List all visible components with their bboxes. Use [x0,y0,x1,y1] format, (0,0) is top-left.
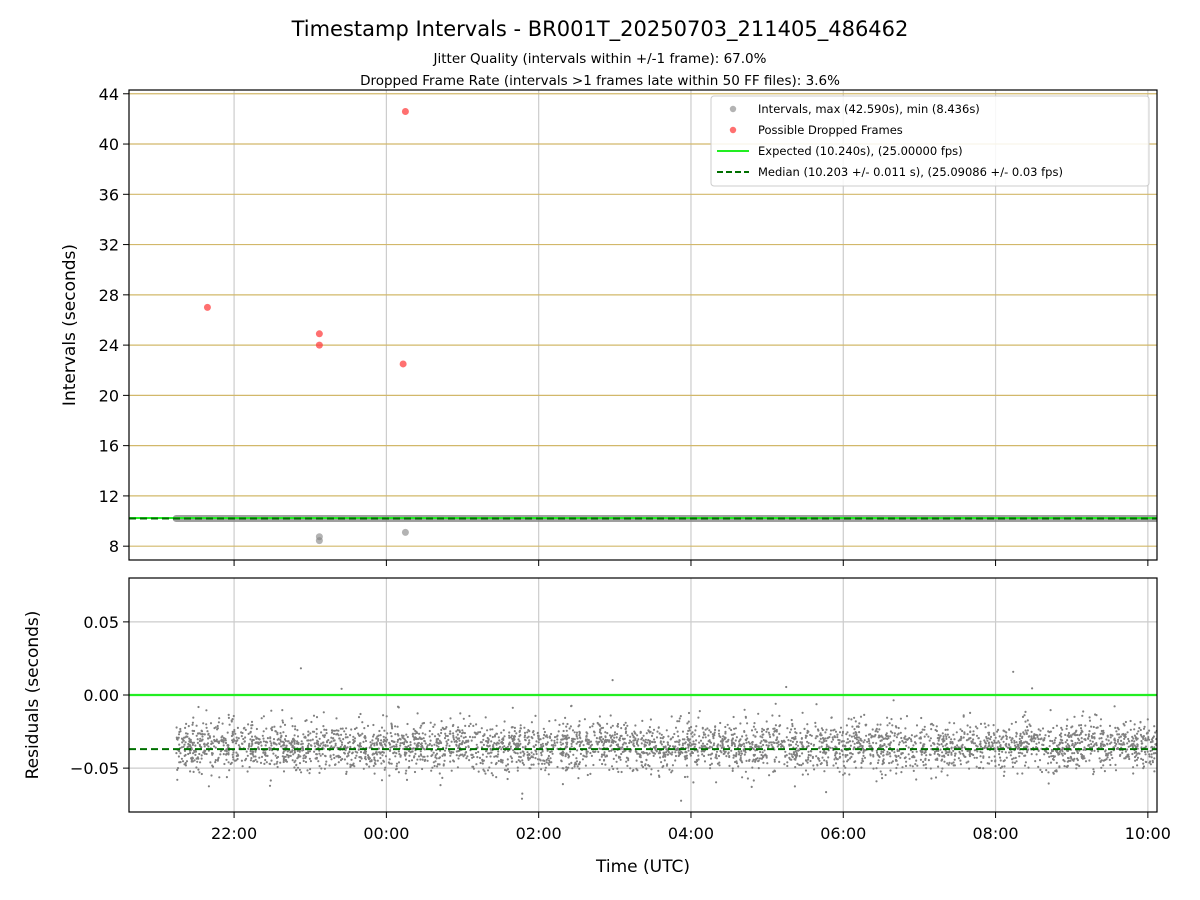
legend-marker-intervals [729,105,737,113]
residuals-plot: 22:00 00:00 02:00 04:00 06:00 08:00 10:00 0.05 0… [70,577,1171,843]
residuals-ytick-label: 0.00 [83,686,119,705]
residuals-xtick-label: 22:00 [211,824,257,843]
residuals-plot-area [129,667,1157,802]
residuals-xtick-label: 04:00 [668,824,714,843]
chart-title: Timestamp Intervals - BR001T_20250703_21… [291,17,909,42]
residuals-xtick-label: 08:00 [973,824,1019,843]
legend-entry: Possible Dropped Frames [758,123,903,137]
intervals-ytick-label: 12 [99,487,119,506]
intervals-axes-frame [128,89,1158,561]
dropped-frame-point [315,330,323,338]
intervals-ytick-label: 36 [99,185,119,204]
x-axis-label: Time (UTC) [595,857,690,877]
intervals-ytick-label: 32 [99,236,119,255]
chart-subtitle-dropped: Dropped Frame Rate (intervals >1 frames … [360,73,840,89]
intervals-ytick-label: 40 [99,135,119,154]
interval-point [315,533,323,541]
legend: Intervals, max (42.590s), min (8.436s) Po… [710,95,1150,187]
residuals-xtick-label: 00:00 [363,824,409,843]
intervals-ytick-label: 24 [99,336,119,355]
chart-subtitle-jitter: Jitter Quality (intervals within +/-1 fr… [433,51,767,67]
intervals-plot-area [129,107,1157,545]
intervals-ytick-label: 16 [99,437,119,456]
residuals-xtick-label: 06:00 [820,824,866,843]
residuals-ytick-label: 0.05 [83,613,119,632]
legend-box [710,95,1150,187]
legend-marker-dropped [729,126,737,134]
residuals-axes-frame [128,577,1158,813]
residuals-xtick-label: 10:00 [1125,824,1171,843]
dropped-frame-point [399,360,407,368]
legend-entry: Expected (10.240s), (25.00000 fps) [758,144,963,158]
intervals-y-axis-label: Intervals (seconds) [60,244,80,406]
intervals-plot: 8 12 16 20 24 28 32 36 40 44 Intervals, max (42.59… [99,85,1158,566]
legend-entry: Median (10.203 +/- 0.011 s), (25.09086 +… [758,165,1063,179]
dropped-frame-point [315,341,323,349]
residuals-ytick-label: −0.05 [70,759,119,778]
intervals-ytick-label: 44 [99,85,119,104]
legend-entry: Intervals, max (42.590s), min (8.436s) [758,102,980,116]
residuals-xtick-label: 02:00 [516,824,562,843]
intervals-ytick-label: 28 [99,286,119,305]
intervals-ytick-label: 8 [109,537,119,556]
interval-point [401,528,409,536]
intervals-ytick-label: 20 [99,386,119,405]
residuals-y-axis-label: Residuals (seconds) [23,611,43,780]
dropped-frame-point [401,107,409,115]
dropped-frame-point [203,303,211,311]
